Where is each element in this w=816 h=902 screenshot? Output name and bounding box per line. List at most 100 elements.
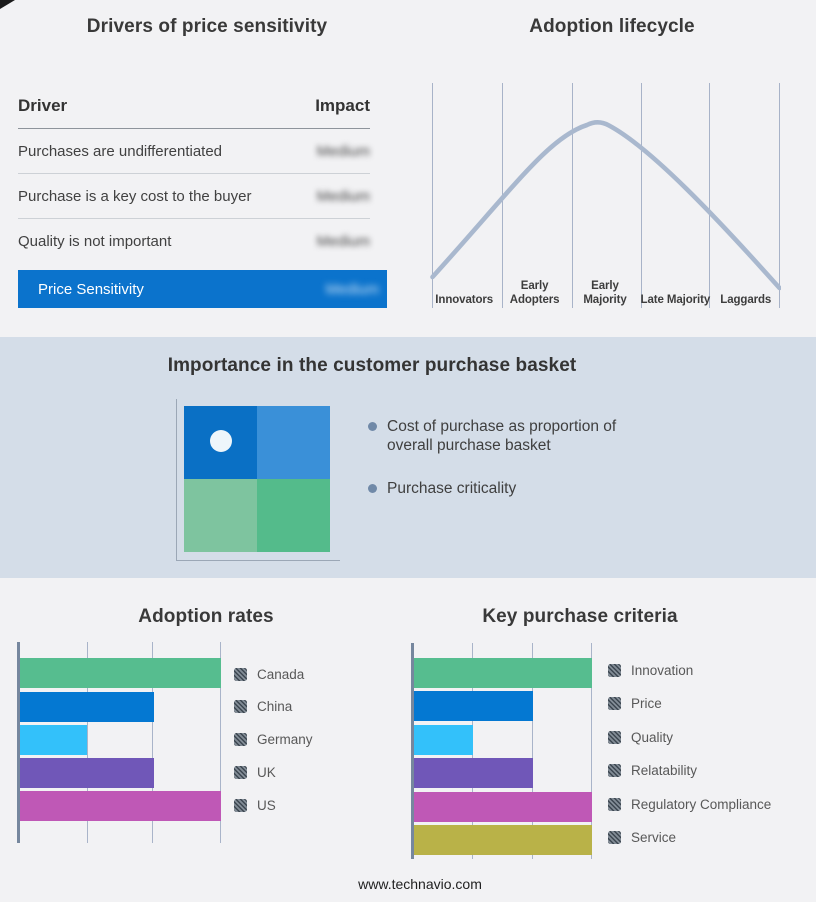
lifecycle-gridlines bbox=[432, 83, 780, 308]
hatched-swatch-icon bbox=[608, 663, 621, 677]
driver-cell: Purchases are undifferentiated bbox=[18, 142, 223, 160]
legend-label: China bbox=[257, 699, 293, 715]
legend-label: US bbox=[257, 797, 276, 813]
bar-regulatory-compliance bbox=[414, 791, 592, 822]
hatched-swatch-icon bbox=[608, 697, 621, 711]
quadrant-cell-bottom-right bbox=[257, 479, 330, 552]
bullet-text: Cost of purchase as proportion of overal… bbox=[387, 418, 617, 454]
driver-cell: Purchase is a key cost to the buyer bbox=[18, 187, 252, 205]
gridline bbox=[86, 642, 88, 843]
purchase-basket-band bbox=[0, 337, 816, 578]
legend-label: UK bbox=[257, 764, 276, 780]
hatched-swatch-icon bbox=[608, 730, 621, 744]
price-sensitivity-summary-bar: Price Sensitivity Medium bbox=[18, 270, 387, 308]
legend-label: Innovation bbox=[631, 662, 694, 678]
bar-us bbox=[20, 791, 221, 821]
driver-cell: Quality is not important bbox=[18, 232, 172, 250]
legend-item: China bbox=[234, 699, 313, 715]
hatched-swatch-icon bbox=[608, 797, 621, 811]
drivers-table-header: Driver Impact bbox=[18, 96, 370, 129]
drivers-table: Driver Impact Purchases are undifferenti… bbox=[18, 96, 370, 263]
stage-label-early-majority: Early Majority bbox=[583, 280, 627, 307]
hatched-swatch-icon bbox=[234, 733, 247, 747]
legend-label: Germany bbox=[257, 732, 313, 748]
quadrant-cell-top-left bbox=[184, 406, 257, 479]
hatched-swatch-icon bbox=[608, 764, 621, 778]
key-purchase-criteria-legend: Innovation Price Quality Relatability Re… bbox=[608, 662, 771, 846]
driver-column-header: Driver bbox=[18, 96, 68, 115]
key-purchase-criteria-title: Key purchase criteria bbox=[482, 606, 678, 627]
legend-label: Relatability bbox=[631, 763, 698, 779]
impact-column-header: Impact bbox=[315, 96, 370, 115]
bullet-icon bbox=[368, 422, 377, 431]
list-item: Cost of purchase as proportion of overal… bbox=[368, 417, 648, 455]
legend-label: Quality bbox=[631, 729, 674, 745]
stage-label-innovators: Innovators bbox=[435, 294, 494, 307]
legend-item: Regulatory Compliance bbox=[608, 796, 771, 812]
bar-innovation bbox=[414, 658, 592, 688]
bar-china bbox=[20, 691, 154, 722]
gridline bbox=[531, 643, 533, 859]
legend-item: Relatability bbox=[608, 763, 771, 779]
adoption-rates-chart bbox=[17, 642, 233, 843]
table-row: Quality is not important Medium bbox=[18, 219, 370, 263]
legend-label: Price bbox=[631, 696, 662, 712]
bullet-icon bbox=[368, 484, 377, 493]
legend-item: Quality bbox=[608, 729, 771, 745]
purchase-basket-quadrant bbox=[184, 406, 330, 552]
impact-cell-blurred: Medium bbox=[316, 142, 370, 160]
legend-label: Canada bbox=[257, 666, 305, 682]
gridline bbox=[151, 642, 153, 843]
bar-quality bbox=[414, 724, 473, 755]
legend-label: Service bbox=[631, 830, 677, 846]
table-row: Purchases are undifferentiated Medium bbox=[18, 129, 370, 174]
bar-uk bbox=[20, 757, 154, 788]
legend-item: Canada bbox=[234, 666, 313, 682]
quadrant-marker-dot bbox=[210, 430, 232, 452]
stage-label-late-majority: Late Majority bbox=[640, 294, 711, 307]
website-url: www.technavio.com bbox=[358, 876, 482, 892]
y-axis bbox=[17, 642, 20, 843]
bullet-text: Purchase criticality bbox=[387, 480, 517, 497]
adoption-lifecycle-curve-chart bbox=[430, 83, 781, 308]
impact-cell-blurred: Medium bbox=[316, 187, 370, 205]
summary-label: Price Sensitivity bbox=[38, 280, 144, 298]
basket-bullet-list: Cost of purchase as proportion of overal… bbox=[368, 417, 648, 522]
list-item: Purchase criticality bbox=[368, 479, 648, 498]
page-corner-mark bbox=[0, 0, 15, 9]
hatched-swatch-icon bbox=[234, 798, 247, 812]
drivers-panel-title: Drivers of price sensitivity bbox=[86, 16, 328, 37]
legend-item: US bbox=[234, 797, 313, 813]
legend-item: UK bbox=[234, 764, 313, 780]
quadrant-cell-bottom-left bbox=[184, 479, 257, 552]
lifecycle-stage-labels: Innovators Early Adopters Early Majority… bbox=[429, 271, 781, 308]
y-axis bbox=[411, 643, 414, 859]
legend-item: Germany bbox=[234, 732, 313, 748]
legend-item: Price bbox=[608, 696, 771, 712]
basket-panel-title: Importance in the customer purchase bask… bbox=[167, 355, 577, 376]
bar-germany bbox=[20, 724, 87, 755]
bar-service bbox=[414, 825, 592, 855]
legend-item: Innovation bbox=[608, 662, 771, 678]
quadrant-axes bbox=[176, 399, 340, 561]
key-purchase-criteria-chart bbox=[411, 643, 596, 859]
hatched-swatch-icon bbox=[608, 831, 621, 845]
bell-curve bbox=[430, 120, 781, 291]
gridline bbox=[591, 643, 592, 859]
legend-item: Service bbox=[608, 830, 771, 846]
bar-canada bbox=[20, 658, 221, 688]
stage-label-early-adopters: Early Adopters bbox=[509, 280, 560, 307]
quadrant-cell-top-right bbox=[257, 406, 330, 479]
lifecycle-panel-title: Adoption lifecycle bbox=[529, 16, 695, 37]
stage-label-laggards: Laggards bbox=[720, 294, 772, 307]
bar-price bbox=[414, 691, 533, 722]
impact-cell-blurred: Medium bbox=[316, 232, 370, 250]
table-row: Purchase is a key cost to the buyer Medi… bbox=[18, 174, 370, 219]
legend-label: Regulatory Compliance bbox=[631, 796, 772, 812]
adoption-rates-legend: Canada China Germany UK US bbox=[234, 666, 313, 813]
hatched-swatch-icon bbox=[234, 667, 247, 681]
summary-impact-blurred: Medium bbox=[325, 280, 379, 298]
hatched-swatch-icon bbox=[234, 700, 247, 714]
adoption-rates-title: Adoption rates bbox=[138, 606, 274, 627]
